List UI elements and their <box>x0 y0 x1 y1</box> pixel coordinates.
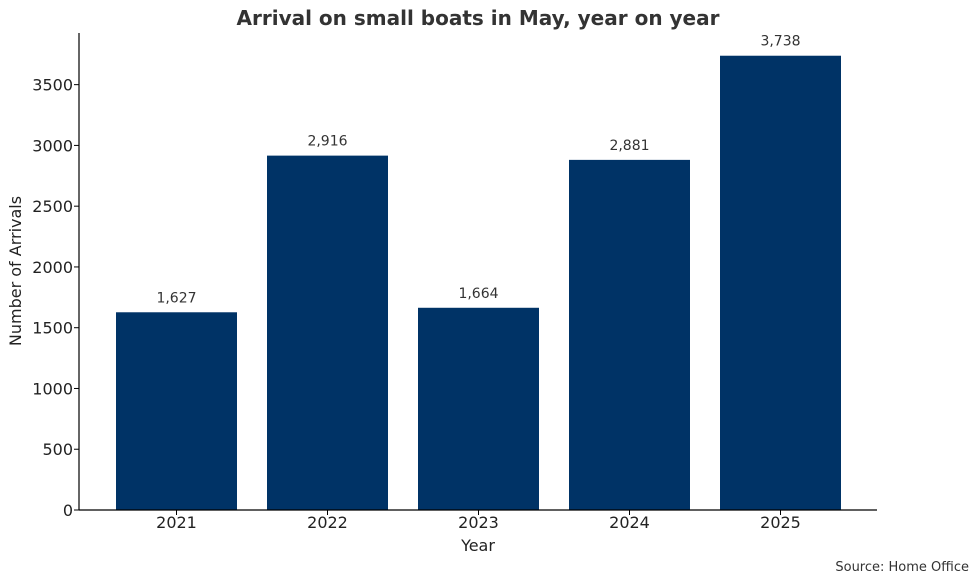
source-note: Source: Home Office <box>835 560 969 575</box>
chart-title: Arrival on small boats in May, year on y… <box>237 6 720 30</box>
y-tick-label-3000: 3000 <box>32 136 73 155</box>
y-tick-label-1500: 1500 <box>32 319 73 338</box>
y-tick-label-500: 500 <box>42 440 73 459</box>
data-label-2023: 1,664 <box>458 286 498 302</box>
data-label-2025: 3,738 <box>760 34 800 50</box>
data-labels-group: 1,627 2,916 1,664 2,881 3,738 <box>156 34 800 307</box>
x-axis-ticks: 2021 2022 2023 2024 2025 <box>156 510 801 532</box>
y-axis-label: Number of Arrivals <box>6 196 25 346</box>
x-axis-label: Year <box>460 536 495 555</box>
bar-2022 <box>267 155 388 510</box>
bar-2025 <box>720 55 841 510</box>
y-tick-label-0: 0 <box>63 501 73 520</box>
bar-2024 <box>569 159 690 511</box>
x-tick-label-2024: 2024 <box>609 513 650 532</box>
x-tick-label-2025: 2025 <box>760 513 801 532</box>
data-label-2022: 2,916 <box>307 134 347 150</box>
data-label-2021: 1,627 <box>156 290 196 306</box>
bar-2023 <box>418 307 539 510</box>
y-tick-label-2000: 2000 <box>32 258 73 277</box>
bar-2021 <box>116 312 237 510</box>
data-label-2024: 2,881 <box>609 138 649 154</box>
x-tick-label-2021: 2021 <box>156 513 197 532</box>
y-axis-ticks: 0 500 1000 1500 2000 2500 3000 3500 <box>32 76 79 520</box>
x-tick-label-2023: 2023 <box>458 513 499 532</box>
bars-group <box>116 55 841 511</box>
y-tick-label-1000: 1000 <box>32 379 73 398</box>
x-tick-label-2022: 2022 <box>307 513 348 532</box>
y-tick-label-2500: 2500 <box>32 197 73 216</box>
y-tick-label-3500: 3500 <box>32 76 73 95</box>
